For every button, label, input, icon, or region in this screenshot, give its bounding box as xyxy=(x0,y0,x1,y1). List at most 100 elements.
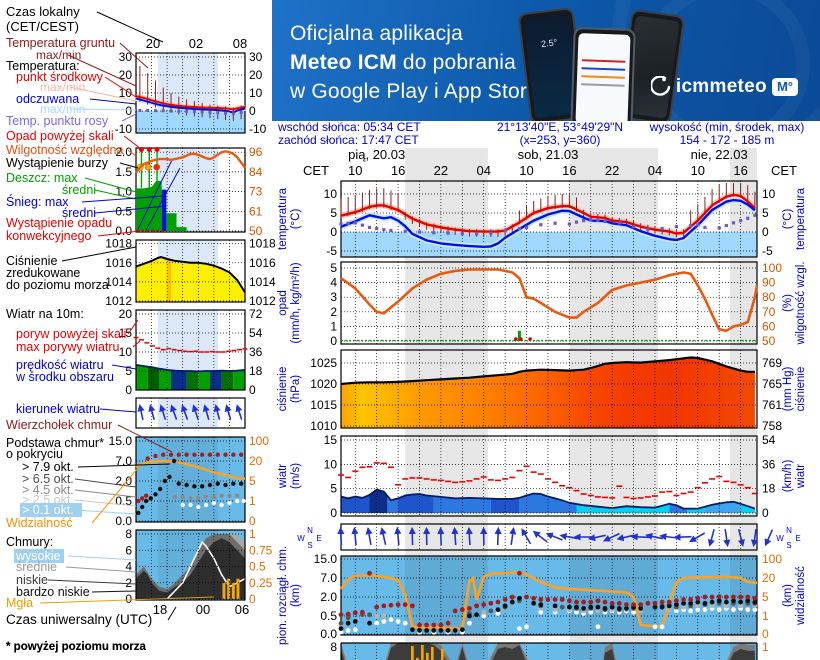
axis-tick: 1018 xyxy=(249,237,276,251)
compass-icon: S xyxy=(307,541,312,550)
axis-tick: 54 xyxy=(249,326,263,340)
legend-label: Opad powyżej skali xyxy=(6,129,114,143)
axis-tick: 5 xyxy=(762,590,769,604)
utc-time-label: 00 xyxy=(196,602,210,617)
axis-title: (°C) xyxy=(782,209,794,230)
legend-label: niskie xyxy=(16,573,48,587)
legend-connector xyxy=(127,319,139,335)
legend-label: Deszcz: max xyxy=(6,171,78,185)
legend-label: do poziomu morza xyxy=(6,278,109,292)
legend-label: max/min xyxy=(36,48,81,62)
legend-label: Widzialność xyxy=(6,516,73,530)
axis-tick: -10 xyxy=(249,122,267,136)
axis-tick: 0 xyxy=(249,592,256,606)
legend-label: Śnieg: max xyxy=(6,194,69,209)
axis-tick: 2.0 xyxy=(115,145,132,159)
axis-tick: 0 xyxy=(330,334,337,348)
legend-connector xyxy=(119,42,149,69)
axis-tick: 0.5 xyxy=(320,609,337,623)
legend-connector xyxy=(65,566,137,573)
legend-connector xyxy=(121,113,137,122)
sun-times: wschód słońca: 05:34 CET zachód słońca: … xyxy=(278,121,421,147)
legend-connector xyxy=(132,340,141,348)
axis-tick: 10 xyxy=(119,86,133,100)
app-promo-banner[interactable]: Oficjalna aplikacja Meteo ICM do pobrani… xyxy=(272,0,820,121)
axis-tick: 5 xyxy=(249,474,256,488)
compass-icon: W xyxy=(297,534,305,543)
legend-label: max/min xyxy=(40,102,85,116)
sunset-time: zachód słońca: 17:47 CET xyxy=(278,133,419,147)
axis-tick: 5 xyxy=(125,364,132,378)
compass-icon: N xyxy=(786,526,792,535)
axis-tick: 2.0 xyxy=(320,590,337,604)
legend-label: Wystąpienie burzy xyxy=(6,156,109,170)
hour-label: 04 xyxy=(476,163,490,178)
axis-tick: 0.5 xyxy=(115,204,132,218)
axis-tick: 50 xyxy=(762,334,776,348)
legend-label: Podstawa chmur* xyxy=(6,436,104,450)
axis-title: ciśnienie xyxy=(795,367,807,412)
sunrise-time: wschód słońca: 05:34 CET xyxy=(278,120,421,134)
legend: Czas lokalny(CET/CEST) Temperatura gruntu… xyxy=(6,4,215,653)
thumb-wind: 20 15 10 5 0 72 54 36 18 0 xyxy=(119,307,263,397)
axis-tick: 10 xyxy=(249,86,263,100)
axis-tick: 0.0 xyxy=(115,514,132,528)
axis-tick: 0 xyxy=(249,383,256,397)
legend-label: Mgła xyxy=(6,596,33,610)
axis-tick: 15 xyxy=(119,326,133,340)
legend-label: > 0.1 okt. xyxy=(22,503,74,517)
axis-title: (km/h) xyxy=(782,460,794,493)
legend-connector xyxy=(123,135,142,150)
hour-label: 22 xyxy=(605,163,619,178)
axis-tick: 15 xyxy=(324,433,338,447)
grid-xy: (x=253, y=360) xyxy=(519,133,601,147)
axis-tick: 0.0 xyxy=(320,627,337,641)
axis-tick: 70 xyxy=(762,305,776,319)
legend-label: zredukowane xyxy=(6,266,80,280)
hour-label: 22 xyxy=(434,163,448,178)
axis-tick: -10 xyxy=(115,122,133,136)
axis-title: widzialność xyxy=(795,566,807,626)
axis-tick: 5 xyxy=(762,206,769,220)
logo-swoosh-icon xyxy=(650,76,671,96)
legend-label: średnie xyxy=(16,560,57,574)
legend-connector xyxy=(111,364,137,370)
legend-label: bardzo niskie xyxy=(16,585,90,599)
axis-tick: 1012 xyxy=(249,294,276,308)
legend-label: max porywy wiatru xyxy=(16,340,120,354)
axis-tick: 84 xyxy=(249,165,263,179)
axis-title: (km) xyxy=(290,584,302,607)
legend-label: Ciśnienie xyxy=(6,254,57,268)
legend-connector xyxy=(74,509,137,515)
legend-label: Temperatura: xyxy=(6,59,80,73)
legend-label: Chmury: xyxy=(6,535,53,549)
axis-tick: 100 xyxy=(762,261,782,275)
axis-tick: 5 xyxy=(330,206,337,220)
axis-tick: 1015 xyxy=(310,398,337,412)
axis-tick: 72 xyxy=(249,307,263,321)
axis-title: wiatr xyxy=(795,464,807,489)
axis-tick: 0 xyxy=(125,383,132,397)
axis-tick: 1018 xyxy=(105,237,132,251)
axis-tick: 10 xyxy=(119,345,133,359)
axis-tick: 0 xyxy=(125,104,132,118)
axis-title: (mm/h, kg/m²/h) xyxy=(290,262,302,343)
legend-connector xyxy=(69,108,137,111)
hour-label: 04 xyxy=(648,163,662,178)
legend-label: > 6.5 okt. xyxy=(22,472,74,486)
legend-label: Wierzchołek chmur xyxy=(6,418,112,432)
axis-tick: 1016 xyxy=(105,256,132,270)
legend-label: średni xyxy=(62,206,96,220)
legend-label: wysokie xyxy=(15,549,61,563)
compass-icon: S xyxy=(786,541,791,550)
axis-title: (hPa) xyxy=(290,375,302,403)
legend-label: Temp. punktu rosy xyxy=(6,114,109,128)
altitude-info: wysokość (min, środek, max) 154 - 172 - … xyxy=(636,121,818,147)
axis-title: (mm Hg) xyxy=(782,366,794,411)
axis-tick: 100 xyxy=(762,552,782,566)
legend-label: > 4.5 okt. xyxy=(22,483,74,497)
